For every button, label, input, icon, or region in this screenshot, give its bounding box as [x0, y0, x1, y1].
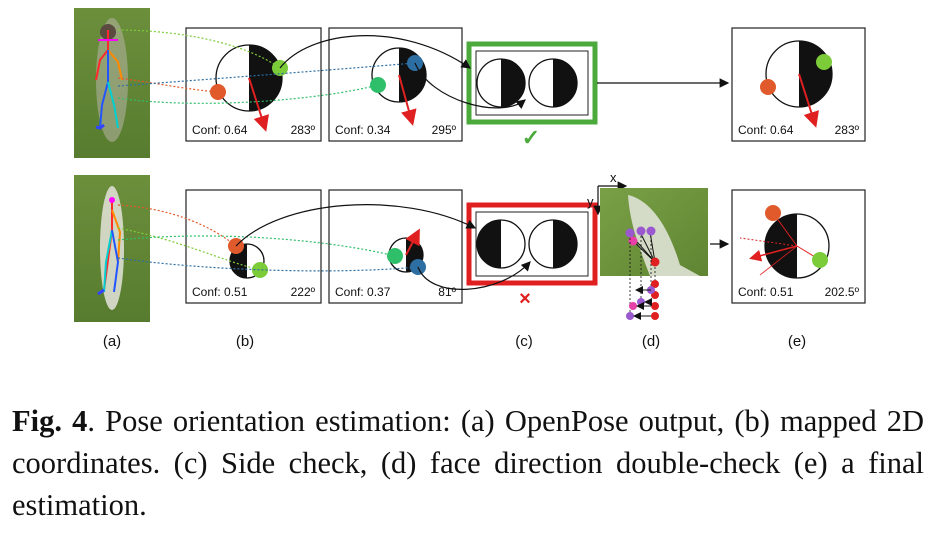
cross-mark: ×: [519, 288, 531, 310]
conf-label: Conf: 0.37: [335, 285, 391, 299]
angle-label: 295º: [432, 123, 457, 137]
mapped-coords-panel-top-1: Conf: 0.64 283º: [185, 27, 322, 142]
openpose-image-bottom: [74, 175, 150, 322]
check-mark: ✓: [522, 125, 540, 150]
y-axis-label: y: [587, 194, 594, 209]
conf-label: Conf: 0.64: [192, 123, 248, 137]
sublabel-d: (d): [642, 333, 660, 350]
conf-label: Conf: 0.34: [335, 123, 391, 137]
angle-label: 283º: [835, 123, 860, 137]
sublabel-e: (e): [788, 333, 806, 350]
side-check-panel-bottom: [466, 202, 598, 286]
sublabel-a: (a): [103, 333, 121, 350]
connectors-top: [117, 29, 730, 109]
sublabel-c: (c): [515, 333, 533, 350]
sublabels: (a) (b) (c) (d) (e): [103, 333, 806, 350]
x-axis-label: x: [610, 170, 617, 185]
sublabel-b: (b): [236, 333, 254, 350]
face-direction-check: x y: [587, 170, 708, 320]
final-estimation-panel-top: Conf: 0.64 283º: [731, 27, 866, 142]
caption-text: . Pose orientation estimation: (a) OpenP…: [12, 404, 925, 522]
figure-caption: Fig. 4. Pose orientation estimation: (a)…: [12, 400, 924, 526]
pose-orientation-figure: Conf: 0.64 283º Conf: 0.34 295º ✓ Conf: …: [74, 8, 866, 350]
final-estimation-panel-bottom: Conf: 0.51 202.5º: [731, 189, 866, 304]
openpose-image-top: [74, 8, 150, 158]
angle-label: 222º: [291, 285, 316, 299]
angle-label: 283º: [291, 123, 316, 137]
conf-label: Conf: 0.51: [738, 285, 794, 299]
conf-label: Conf: 0.64: [738, 123, 794, 137]
mapped-coords-panel-bottom-1: Conf: 0.51 222º: [185, 189, 322, 304]
connectors-bottom: [117, 204, 730, 290]
angle-label: 202.5º: [825, 285, 860, 299]
figure-label: Fig. 4: [12, 404, 88, 438]
side-check-panel-top: [466, 41, 598, 125]
mapped-coords-panel-bottom-2: Conf: 0.37 81º: [328, 189, 463, 304]
mapped-coords-panel-top-2: Conf: 0.34 295º: [328, 27, 463, 142]
conf-label: Conf: 0.51: [192, 285, 248, 299]
